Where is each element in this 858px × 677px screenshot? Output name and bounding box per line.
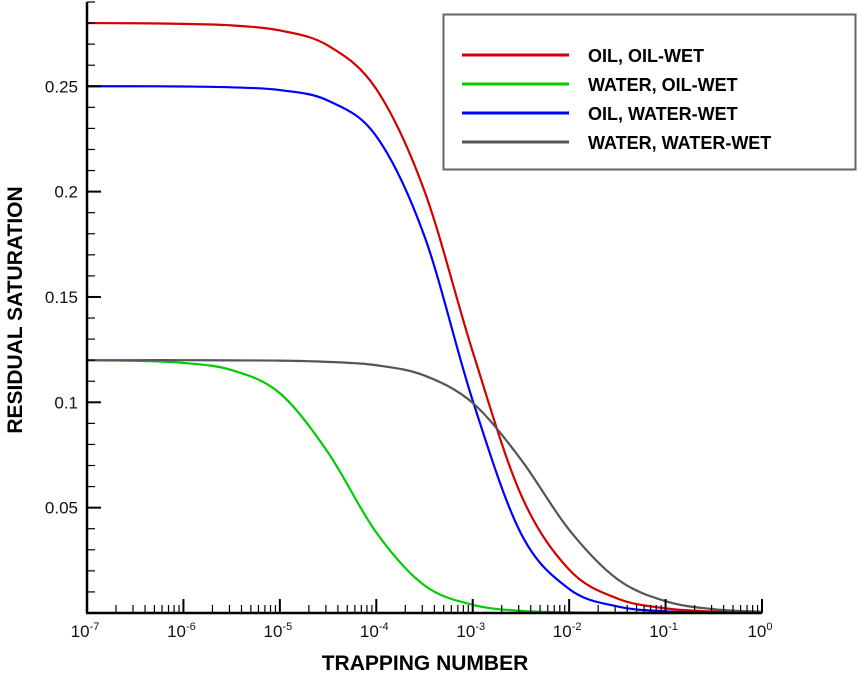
legend-label: WATER, OIL-WET: [588, 75, 738, 95]
series-line-0: [86, 21, 763, 614]
axes: 0.05 0.1 0.15 0.2 0.25 10-7 10-6 10-5 10-4 10-3 10…: [45, 1, 773, 641]
y-tick-label: 0.25: [45, 77, 78, 96]
x-tick-label: 10-1: [649, 621, 678, 641]
x-tick-label: 10-7: [71, 621, 100, 641]
x-tick-label: 100: [747, 621, 772, 641]
y-tick-label: 0.2: [54, 183, 78, 202]
legend: OIL, OIL-WET WATER, OIL-WET OIL, WATER-WET…: [442, 13, 857, 171]
series-line-2: [86, 85, 763, 614]
legend-label: WATER, WATER-WET: [588, 133, 771, 153]
y-tick-label: 0.15: [45, 288, 78, 307]
y-tick-label: 0.1: [54, 393, 78, 412]
y-axis-title: RESIDUAL SATURATION: [4, 186, 27, 433]
x-tick-label: 10-3: [456, 621, 485, 641]
x-tick-label: 10-4: [360, 621, 389, 641]
x-axis-title: TRAPPING NUMBER: [322, 652, 529, 675]
legend-box: [442, 13, 857, 171]
series-line-3: [87, 359, 763, 613]
series-line-1: [86, 359, 762, 615]
x-tick-label: 10-5: [264, 621, 293, 641]
x-tick-label: 10-6: [167, 621, 196, 641]
legend-label: OIL, WATER-WET: [588, 104, 738, 124]
legend-label: OIL, OIL-WET: [588, 46, 704, 66]
y-tick-label: 0.05: [45, 499, 78, 518]
x-tick-label: 10-2: [553, 621, 582, 641]
